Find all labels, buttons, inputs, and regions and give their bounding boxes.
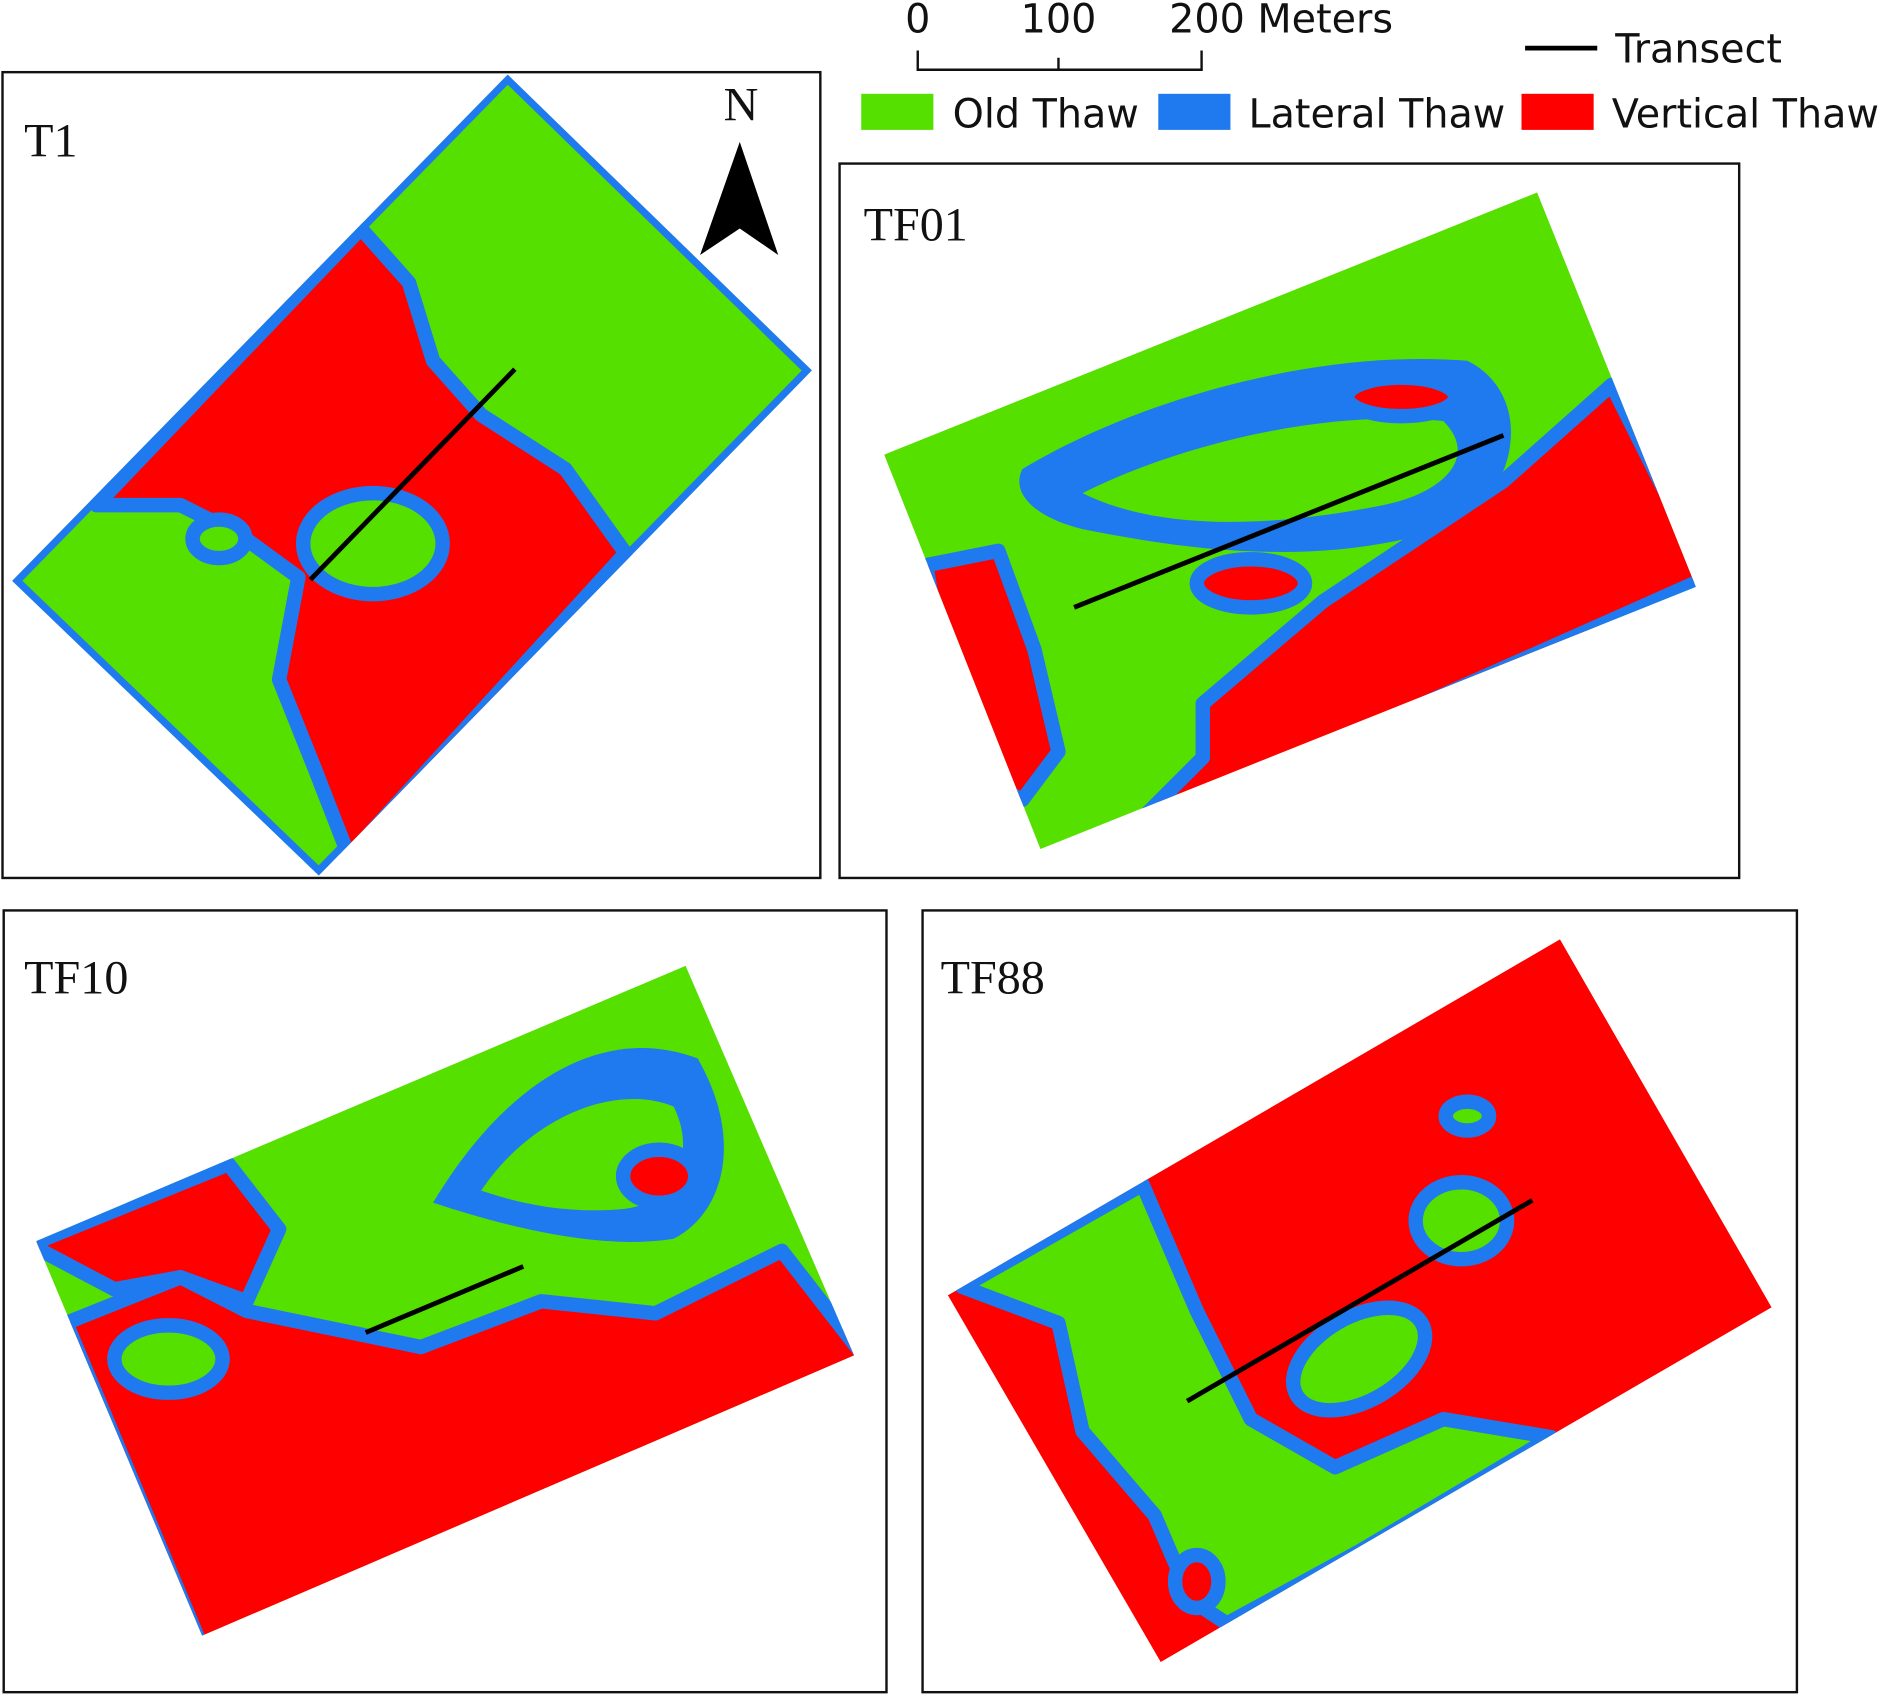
north-label: N <box>724 78 759 131</box>
map <box>36 965 855 1636</box>
vertical-thaw <box>1339 370 1463 424</box>
panel-label: TF01 <box>864 199 968 252</box>
panel: TF10 <box>2 909 888 1694</box>
panel-label: TF10 <box>24 951 128 1004</box>
legend-label: Old Thaw <box>953 91 1139 137</box>
transect <box>364 1264 525 1335</box>
panel: TF88 <box>921 909 1799 1694</box>
legend-label: Lateral Thaw <box>1248 91 1505 137</box>
panel-frame <box>1 70 822 880</box>
old-thaw <box>1285 1300 1433 1418</box>
legend-swatch <box>1521 93 1594 130</box>
vertical-thaw <box>36 1156 287 1309</box>
scale-label: 200 Meters <box>1169 0 1393 42</box>
panel-frame <box>838 162 1741 880</box>
panel-frame <box>2 909 888 1694</box>
legend-label: Transect <box>1614 27 1782 73</box>
old-thaw <box>295 485 450 602</box>
panel-label: T1 <box>24 114 77 167</box>
old-thaw <box>1438 1094 1497 1138</box>
legend-swatch <box>1158 93 1231 130</box>
legend-label: Vertical Thaw <box>1612 91 1879 137</box>
panel: T1 N <box>1 70 822 880</box>
scale-line <box>916 50 1203 71</box>
scale-bar: 0 100 200 Meters <box>905 0 1393 71</box>
old-thaw <box>1082 418 1458 522</box>
transect <box>308 367 517 582</box>
vertical-thaw <box>1167 1547 1226 1616</box>
transect <box>1185 1198 1534 1404</box>
north-arrow <box>700 141 779 255</box>
transect <box>1073 433 1505 610</box>
panel-frame <box>921 909 1799 1694</box>
legend-swatch <box>861 93 934 130</box>
panel: TF01 <box>838 162 1741 880</box>
panel-label: TF88 <box>941 951 1045 1004</box>
old-thaw <box>185 512 253 566</box>
vertical-thaw <box>615 1142 703 1210</box>
vertical-thaw <box>1189 552 1313 615</box>
scale-label: 100 <box>1021 0 1097 42</box>
legend: Transect Old Thaw Lateral Thaw Vertical … <box>861 27 1879 137</box>
map <box>884 192 1696 850</box>
old-thaw <box>1408 1175 1515 1267</box>
old-thaw <box>107 1318 230 1400</box>
scale-label: 0 <box>905 0 930 42</box>
